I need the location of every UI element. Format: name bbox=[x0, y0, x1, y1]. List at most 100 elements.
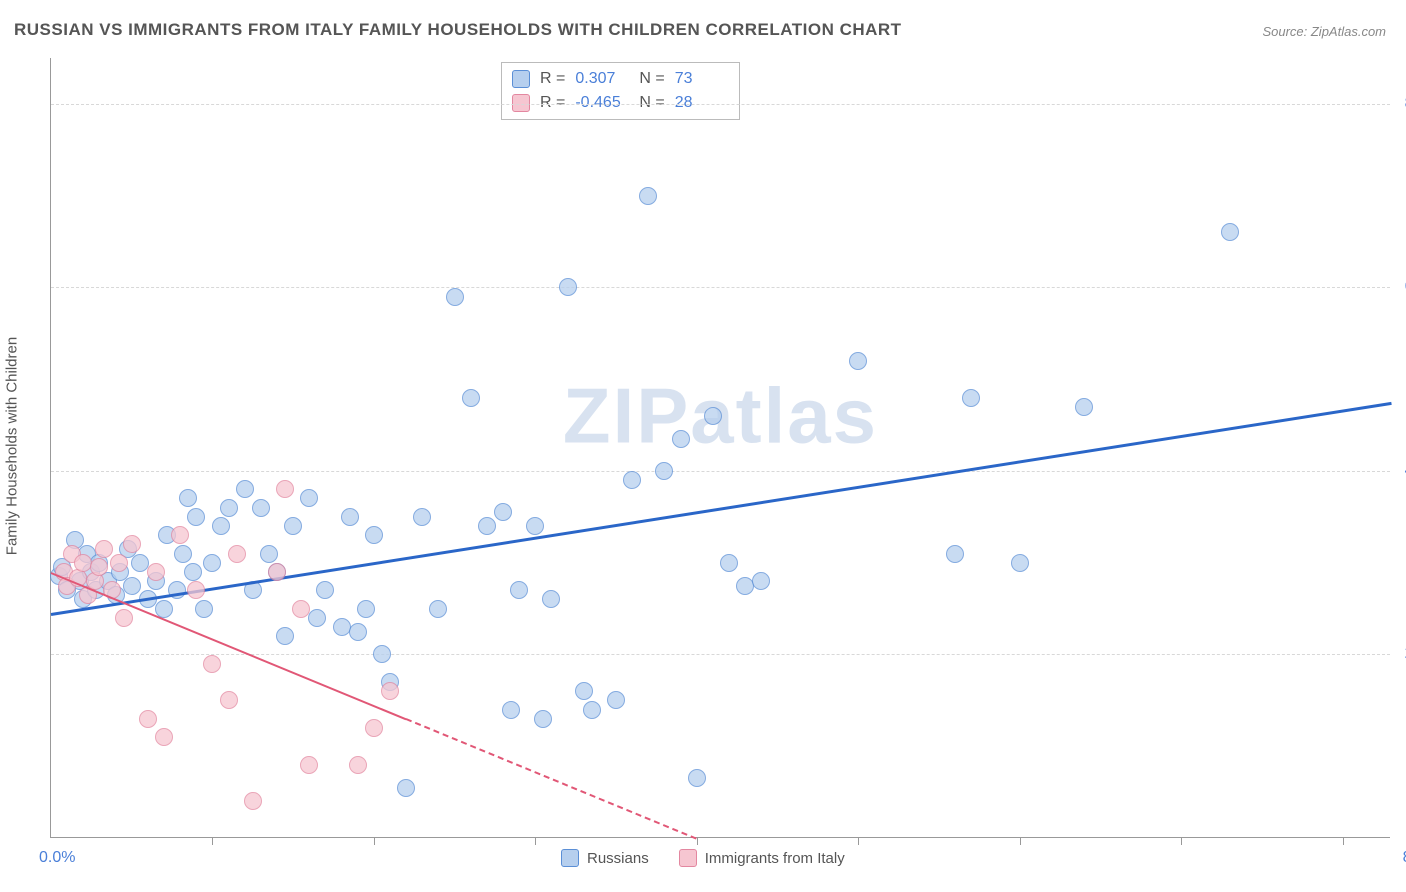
data-point bbox=[752, 572, 770, 590]
data-point bbox=[373, 645, 391, 663]
data-point bbox=[962, 389, 980, 407]
gridline bbox=[51, 471, 1390, 472]
x-tick-mark bbox=[1020, 837, 1021, 845]
data-point bbox=[1075, 398, 1093, 416]
x-tick-mark bbox=[535, 837, 536, 845]
data-point bbox=[526, 517, 544, 535]
data-point bbox=[276, 480, 294, 498]
x-tick-mark bbox=[212, 837, 213, 845]
data-point bbox=[639, 187, 657, 205]
stats-row: R =0.307N =73 bbox=[512, 67, 729, 91]
data-point bbox=[284, 517, 302, 535]
y-tick-label: 80.0% bbox=[1394, 95, 1406, 113]
data-point bbox=[623, 471, 641, 489]
data-point bbox=[446, 288, 464, 306]
x-tick-mark bbox=[374, 837, 375, 845]
data-point bbox=[139, 710, 157, 728]
data-point bbox=[316, 581, 334, 599]
data-point bbox=[110, 554, 128, 572]
data-point bbox=[236, 480, 254, 498]
y-tick-label: 60.0% bbox=[1394, 278, 1406, 296]
data-point bbox=[292, 600, 310, 618]
data-point bbox=[308, 609, 326, 627]
source-credit: Source: ZipAtlas.com bbox=[1262, 24, 1386, 39]
data-point bbox=[244, 792, 262, 810]
data-point bbox=[260, 545, 278, 563]
data-point bbox=[300, 756, 318, 774]
data-point bbox=[212, 517, 230, 535]
data-point bbox=[688, 769, 706, 787]
data-point bbox=[349, 623, 367, 641]
data-point bbox=[203, 554, 221, 572]
data-point bbox=[252, 499, 270, 517]
legend-label: Immigrants from Italy bbox=[705, 850, 845, 867]
data-point bbox=[276, 627, 294, 645]
x-tick-mark bbox=[1343, 837, 1344, 845]
legend-item: Immigrants from Italy bbox=[679, 849, 845, 867]
data-point bbox=[184, 563, 202, 581]
data-point bbox=[341, 508, 359, 526]
data-point bbox=[155, 600, 173, 618]
y-tick-label: 20.0% bbox=[1394, 645, 1406, 663]
data-point bbox=[95, 540, 113, 558]
data-point bbox=[510, 581, 528, 599]
legend-item: Russians bbox=[561, 849, 649, 867]
correlation-stats-box: R =0.307N =73R =-0.465N =28 bbox=[501, 62, 740, 120]
legend-swatch bbox=[679, 849, 697, 867]
data-point bbox=[123, 577, 141, 595]
legend-swatch bbox=[512, 70, 530, 88]
n-value: 73 bbox=[675, 67, 729, 91]
data-point bbox=[147, 563, 165, 581]
data-point bbox=[365, 719, 383, 737]
gridline bbox=[51, 287, 1390, 288]
r-label: R = bbox=[540, 67, 565, 91]
trend-line bbox=[406, 718, 697, 840]
data-point bbox=[365, 526, 383, 544]
data-point bbox=[187, 581, 205, 599]
data-point bbox=[195, 600, 213, 618]
data-point bbox=[704, 407, 722, 425]
data-point bbox=[187, 508, 205, 526]
gridline bbox=[51, 104, 1390, 105]
data-point bbox=[381, 682, 399, 700]
data-point bbox=[333, 618, 351, 636]
data-point bbox=[655, 462, 673, 480]
data-point bbox=[1221, 223, 1239, 241]
data-point bbox=[849, 352, 867, 370]
legend-label: Russians bbox=[587, 850, 649, 867]
data-point bbox=[462, 389, 480, 407]
n-label: N = bbox=[639, 67, 664, 91]
x-axis-max-label: 80.0% bbox=[1403, 849, 1406, 867]
data-point bbox=[397, 779, 415, 797]
data-point bbox=[946, 545, 964, 563]
y-tick-label: 40.0% bbox=[1394, 462, 1406, 480]
data-point bbox=[1011, 554, 1029, 572]
data-point bbox=[155, 728, 173, 746]
y-axis-label: Family Households with Children bbox=[4, 337, 21, 555]
data-point bbox=[90, 558, 108, 576]
data-point bbox=[74, 554, 92, 572]
data-point bbox=[123, 535, 141, 553]
series-legend: Russians Immigrants from Italy bbox=[561, 849, 845, 867]
data-point bbox=[672, 430, 690, 448]
data-point bbox=[429, 600, 447, 618]
data-point bbox=[115, 609, 133, 627]
data-point bbox=[575, 682, 593, 700]
chart-container: RUSSIAN VS IMMIGRANTS FROM ITALY FAMILY … bbox=[0, 0, 1406, 892]
data-point bbox=[349, 756, 367, 774]
x-tick-mark bbox=[697, 837, 698, 845]
data-point bbox=[179, 489, 197, 507]
data-point bbox=[413, 508, 431, 526]
data-point bbox=[268, 563, 286, 581]
data-point bbox=[228, 545, 246, 563]
data-point bbox=[494, 503, 512, 521]
data-point bbox=[583, 701, 601, 719]
legend-swatch bbox=[561, 849, 579, 867]
data-point bbox=[478, 517, 496, 535]
x-tick-mark bbox=[858, 837, 859, 845]
data-point bbox=[542, 590, 560, 608]
data-point bbox=[203, 655, 221, 673]
x-axis-min-label: 0.0% bbox=[39, 849, 75, 867]
data-point bbox=[220, 499, 238, 517]
data-point bbox=[171, 526, 189, 544]
